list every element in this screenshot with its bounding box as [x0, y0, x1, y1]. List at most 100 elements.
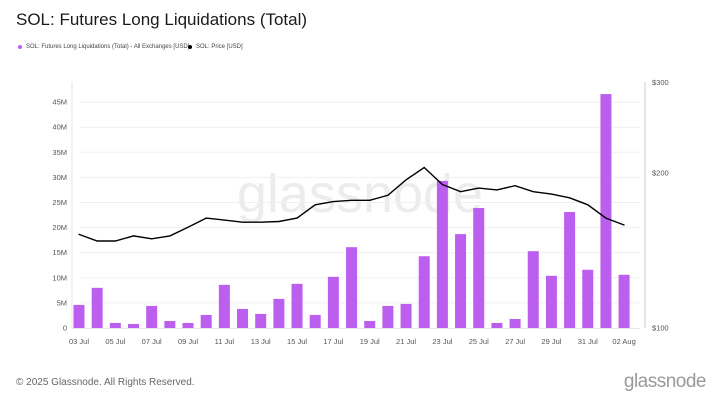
price-point-17-jul	[332, 201, 334, 203]
legend-dot-icon	[188, 45, 192, 49]
x-tick-label: 31 Jul	[578, 337, 598, 346]
x-tick-label: 27 Jul	[505, 337, 525, 346]
price-point-16-jul	[314, 204, 316, 206]
bar-04-jul	[91, 287, 103, 328]
price-point-27-jul	[514, 185, 516, 187]
bar-25-jul	[473, 208, 485, 328]
x-tick-label: 02 Aug	[612, 337, 635, 346]
bar-16-jul	[309, 314, 321, 328]
bar-17-jul	[327, 276, 339, 328]
bar-31-jul	[582, 269, 594, 328]
legend-dot-icon	[18, 45, 22, 49]
price-point-02-aug	[623, 224, 625, 226]
price-point-31-jul	[587, 204, 589, 206]
price-point-09-jul	[187, 226, 189, 228]
bar-03-jul	[73, 304, 85, 328]
bar-12-jul	[237, 308, 249, 328]
bar-18-jul	[346, 247, 358, 328]
price-point-19-jul	[369, 199, 371, 201]
legend-label: SOL: Price [USD]	[196, 44, 243, 50]
bar-01-aug	[600, 94, 612, 329]
y-left-tick-label: 0	[63, 324, 67, 333]
price-point-22-jul	[423, 166, 425, 169]
bar-09-jul	[182, 322, 194, 328]
bar-15-jul	[291, 283, 303, 328]
price-point-11-jul	[223, 219, 225, 221]
bar-14-jul	[273, 298, 285, 328]
x-tick-label: 23 Jul	[432, 337, 452, 346]
y-left-tick-label: 5M	[57, 298, 67, 307]
copyright-text: © 2025 Glassnode. All Rights Reserved.	[16, 377, 195, 388]
bar-29-jul	[545, 275, 557, 328]
bar-24-jul	[455, 234, 467, 328]
bar-27-jul	[509, 318, 521, 328]
price-point-28-jul	[532, 191, 534, 193]
bar-22-jul	[418, 256, 430, 328]
legend-item-price[interactable]: SOL: Price [USD]	[188, 44, 243, 50]
y-left-tick-label: 20M	[52, 223, 67, 232]
y-left-tick-label: 10M	[52, 273, 67, 282]
price-point-29-jul	[550, 193, 553, 195]
price-point-01-aug	[605, 217, 607, 219]
bar-23-jul	[436, 180, 448, 328]
price-point-25-jul	[478, 187, 480, 189]
price-point-12-jul	[241, 221, 244, 223]
bar-06-jul	[128, 323, 140, 328]
bar-30-jul	[564, 212, 576, 328]
price-point-30-jul	[568, 197, 571, 199]
y-right-tick-label: $100	[652, 324, 669, 333]
bar-10-jul	[200, 314, 212, 328]
bar-02-aug	[618, 274, 630, 328]
y-right-tick-label: $300	[652, 78, 669, 87]
x-tick-label: 17 Jul	[323, 337, 343, 346]
price-point-14-jul	[278, 220, 280, 223]
bar-21-jul	[400, 303, 412, 328]
price-point-05-jul	[114, 240, 116, 242]
x-tick-label: 13 Jul	[251, 337, 271, 346]
legend-label: SOL: Futures Long Liquidations (Total) -…	[26, 44, 190, 50]
price-point-07-jul	[151, 238, 153, 240]
bar-08-jul	[164, 320, 176, 328]
x-tick-label: 19 Jul	[360, 337, 380, 346]
bar-11-jul	[218, 284, 230, 328]
price-point-18-jul	[350, 199, 353, 201]
bar-05-jul	[109, 322, 121, 328]
x-tick-label: 29 Jul	[541, 337, 561, 346]
x-tick-label: 11 Jul	[215, 337, 235, 346]
x-tick-label: 25 Jul	[469, 337, 489, 346]
bar-28-jul	[527, 251, 539, 328]
bar-07-jul	[146, 305, 158, 328]
glassnode-logo: glassnode	[623, 371, 707, 392]
y-left-tick-label: 40M	[52, 123, 67, 132]
price-point-15-jul	[296, 217, 298, 219]
chart-title: SOL: Futures Long Liquidations (Total)	[16, 10, 308, 29]
price-point-23-jul	[441, 183, 443, 186]
legend-item-liquidations[interactable]: SOL: Futures Long Liquidations (Total) -…	[18, 44, 189, 50]
price-point-10-jul	[205, 217, 207, 219]
y-left-tick-label: 15M	[52, 248, 67, 257]
y-left-tick-label: 35M	[52, 148, 67, 157]
y-left-tick-label: 25M	[52, 198, 67, 207]
x-tick-label: 21 Jul	[396, 337, 416, 346]
price-point-26-jul	[496, 189, 498, 191]
price-point-24-jul	[459, 191, 462, 193]
price-point-04-jul	[96, 240, 98, 242]
price-point-08-jul	[169, 235, 171, 237]
bar-19-jul	[364, 320, 376, 328]
bar-13-jul	[255, 313, 267, 328]
price-point-13-jul	[260, 221, 262, 223]
bar-26-jul	[491, 322, 503, 328]
x-tick-label: 15 Jul	[287, 337, 307, 346]
bar-20-jul	[382, 305, 394, 328]
x-tick-label: 07 Jul	[142, 337, 162, 346]
price-point-20-jul	[387, 194, 389, 196]
price-point-06-jul	[132, 235, 135, 237]
x-tick-label: 03 Jul	[69, 337, 89, 346]
y-left-tick-label: 30M	[52, 173, 67, 182]
x-tick-label: 05 Jul	[105, 337, 125, 346]
price-point-21-jul	[405, 179, 407, 181]
y-right-tick-label: $200	[652, 169, 669, 178]
price-point-03-jul	[78, 233, 80, 235]
y-left-tick-label: 45M	[52, 98, 67, 107]
